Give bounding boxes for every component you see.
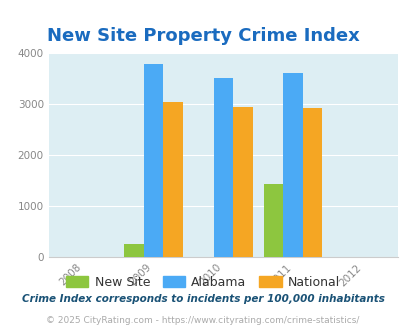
- Bar: [143, 64, 163, 257]
- Bar: [232, 107, 252, 257]
- Bar: [302, 108, 322, 257]
- Legend: New Site, Alabama, National: New Site, Alabama, National: [62, 272, 343, 292]
- Bar: [263, 184, 283, 257]
- Text: New Site Property Crime Index: New Site Property Crime Index: [47, 27, 358, 45]
- Bar: [124, 244, 143, 257]
- Bar: [213, 78, 232, 257]
- Bar: [283, 73, 302, 257]
- Text: Crime Index corresponds to incidents per 100,000 inhabitants: Crime Index corresponds to incidents per…: [21, 294, 384, 304]
- Bar: [163, 102, 182, 257]
- Text: © 2025 CityRating.com - https://www.cityrating.com/crime-statistics/: © 2025 CityRating.com - https://www.city…: [46, 316, 359, 325]
